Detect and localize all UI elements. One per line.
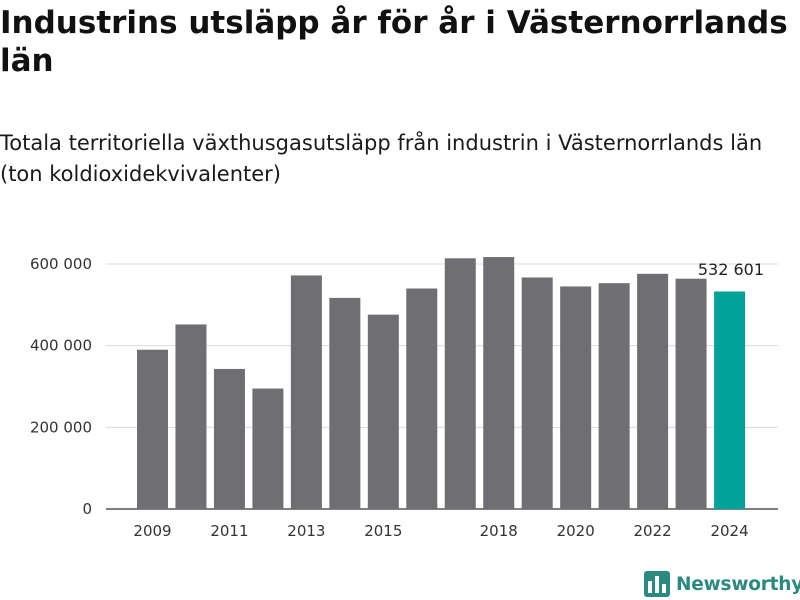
bar-2020 xyxy=(560,286,592,509)
x-tick-label: 2013 xyxy=(287,522,325,540)
newsworthy-bar-chart-logo-icon xyxy=(644,571,670,597)
x-tick-label: 2024 xyxy=(710,522,748,540)
data-labels: 532 601 xyxy=(698,260,764,279)
bar-2009 xyxy=(137,349,168,509)
bar-2016 xyxy=(406,288,438,509)
bar-2024 xyxy=(714,291,746,509)
bar-2012 xyxy=(252,388,284,509)
bar-2013 xyxy=(290,275,322,509)
bar-2014 xyxy=(329,297,361,509)
y-tick-label: 200 000 xyxy=(30,418,92,436)
x-tick-label: 2020 xyxy=(557,522,595,540)
x-tick-label: 2018 xyxy=(480,522,518,540)
bar-2023 xyxy=(675,278,707,509)
bar-2021 xyxy=(598,283,630,509)
y-tick-label: 600 000 xyxy=(30,255,92,273)
bar-2011 xyxy=(213,368,245,509)
data-label-2024: 532 601 xyxy=(698,260,764,279)
bars xyxy=(137,257,746,509)
x-tick-label: 2009 xyxy=(133,522,171,540)
chart-subtitle: Totala territoriella växthusgasutsläpp f… xyxy=(0,131,763,186)
bar-2019 xyxy=(521,277,553,509)
y-tick-label: 400 000 xyxy=(30,337,92,355)
newsworthy-logo-text: Newsworthy xyxy=(676,573,800,595)
bar-2022 xyxy=(637,273,669,509)
x-tick-label: 2011 xyxy=(210,522,248,540)
y-axis-ticks: 0 200 000 400 000 600 000 xyxy=(30,255,92,518)
newsworthy-logo: Newsworthy xyxy=(644,569,800,599)
y-tick-label: 0 xyxy=(82,500,92,518)
bar-2017 xyxy=(444,258,476,509)
chart-title: Industrins utsläpp år för år i Västernor… xyxy=(0,5,788,79)
bar-2018 xyxy=(483,257,515,509)
bar-2015 xyxy=(367,314,399,509)
x-axis-ticks: 2009 2011 2013 2015 2018 2020 2022 2024 xyxy=(133,522,748,540)
x-tick-label: 2015 xyxy=(364,522,402,540)
x-tick-label: 2022 xyxy=(634,522,672,540)
bar-2010 xyxy=(175,324,207,509)
